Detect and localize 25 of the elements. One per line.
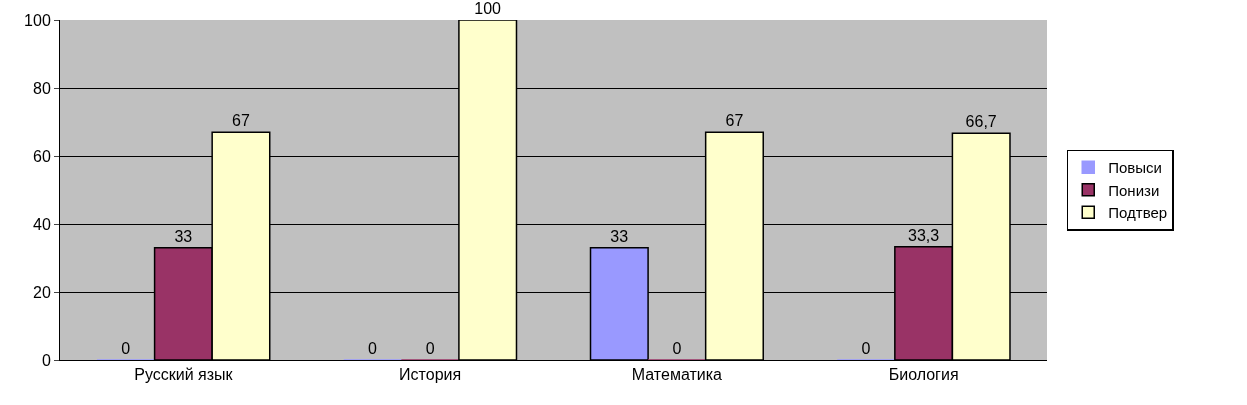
legend-label: Понизи [1108, 181, 1160, 199]
data-label: 0 [861, 340, 871, 357]
data-label: 66,7 [965, 113, 997, 131]
y-tick-label: 40 [33, 215, 51, 233]
data-label: 33 [174, 227, 193, 245]
y-tick-label: 100 [24, 11, 51, 29]
data-label: 0 [368, 340, 378, 357]
legend-label: Подтвер [1108, 204, 1168, 222]
data-label: 67 [725, 112, 744, 130]
y-tick-label: 0 [41, 351, 51, 369]
x-tick-label: Биология [888, 366, 959, 384]
data-label: 0 [672, 340, 682, 357]
x-tick-label: Математика [631, 366, 723, 384]
legend-label: Повыси [1108, 159, 1163, 177]
x-tick-label: История [399, 366, 462, 384]
y-tick-label: 80 [33, 79, 51, 97]
data-label: 0 [121, 340, 131, 357]
data-label: 67 [232, 112, 250, 130]
data-label: 0 [425, 340, 435, 357]
data-label: 33 [610, 227, 629, 245]
x-tick-label: Русский язык [134, 366, 234, 384]
data-label: 33,3 [908, 226, 940, 244]
y-tick-label: 20 [33, 283, 51, 301]
y-tick-label: 60 [33, 147, 51, 165]
data-label: 100 [474, 0, 502, 17]
